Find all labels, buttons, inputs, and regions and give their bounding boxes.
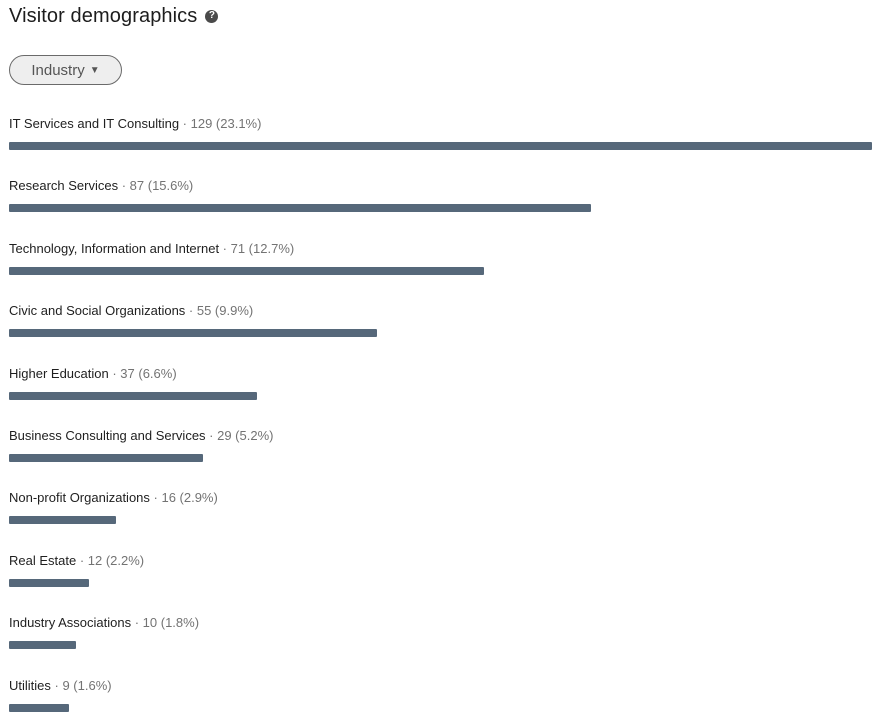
industry-row: Research Services · 87 (15.6%) xyxy=(9,178,872,218)
industry-row: Technology, Information and Internet · 7… xyxy=(9,241,872,281)
page-title: Visitor demographics xyxy=(9,4,198,27)
caret-down-icon: ▼ xyxy=(89,64,100,76)
industry-count: · 129 (23.1%) xyxy=(179,116,262,131)
industry-name: Research Services xyxy=(9,178,119,194)
industry-bar xyxy=(9,454,203,462)
industry-bar xyxy=(9,329,377,338)
industry-count: · 37 (6.6%) xyxy=(108,365,177,381)
industry-count: · 16 (2.9%) xyxy=(149,490,218,506)
industry-name: Business Consulting and Services xyxy=(9,428,206,443)
industry-row: Non-profit Organizations · 16 (2.9%) xyxy=(9,490,872,530)
industry-count: · 9 (1.6%) xyxy=(50,677,112,693)
industry-row-label: Non-profit Organizations · 16 (2.9%) xyxy=(9,490,218,505)
industry-row-label: Business Consulting and Services · 29 (5… xyxy=(9,428,273,443)
industry-count: · 29 (5.2%) xyxy=(205,428,274,443)
industry-row: Industry Associations · 10 (1.8%) xyxy=(9,615,872,655)
industry-count: · 55 (9.9%) xyxy=(185,303,254,319)
industry-count: · 10 (1.8%) xyxy=(131,615,200,631)
industry-bar xyxy=(9,703,69,712)
industry-row: Business Consulting and Services · 29 (5… xyxy=(9,428,872,468)
industry-row: Real Estate · 12 (2.2%) xyxy=(9,553,872,593)
industry-row-label: Research Services · 87 (15.6%) xyxy=(9,178,193,193)
industry-bar xyxy=(9,516,116,525)
industry-name: Technology, Information and Internet xyxy=(9,240,220,256)
industry-name: Non-profit Organizations xyxy=(9,490,150,506)
industry-bar xyxy=(9,142,872,150)
filter-label: Industry xyxy=(31,61,85,79)
industry-row-label: Utilities · 9 (1.6%) xyxy=(9,678,112,693)
industry-name: Higher Education xyxy=(9,365,109,381)
industry-row-label: Technology, Information and Internet · 7… xyxy=(9,241,294,256)
industry-bar xyxy=(9,391,257,400)
industry-name: Utilities xyxy=(9,677,51,693)
industry-bar xyxy=(9,266,484,275)
industry-name: Real Estate xyxy=(9,552,77,568)
industry-name: Industry Associations xyxy=(9,615,132,631)
section-header: Visitor demographics ? xyxy=(9,3,219,29)
industry-bar xyxy=(9,204,591,213)
industry-bar xyxy=(9,641,76,650)
industry-count: · 71 (12.7%) xyxy=(219,240,295,256)
industry-row: Higher Education · 37 (6.6%) xyxy=(9,366,872,406)
industry-filter-dropdown[interactable]: Industry ▼ xyxy=(9,55,122,85)
industry-name: Civic and Social Organizations xyxy=(9,303,186,319)
industry-row-label: Real Estate · 12 (2.2%) xyxy=(9,553,144,568)
industry-row-label: Civic and Social Organizations · 55 (9.9… xyxy=(9,303,253,318)
industry-count: · 87 (15.6%) xyxy=(118,178,194,194)
industry-bar xyxy=(9,578,89,587)
industry-count: · 12 (2.2%) xyxy=(76,552,145,568)
industry-row-label: IT Services and IT Consulting · 129 (23.… xyxy=(9,116,261,131)
industry-row: IT Services and IT Consulting · 129 (23.… xyxy=(9,116,872,156)
industry-row-label: Industry Associations · 10 (1.8%) xyxy=(9,615,199,630)
industry-row: Civic and Social Organizations · 55 (9.9… xyxy=(9,303,872,343)
industry-name: IT Services and IT Consulting xyxy=(9,116,180,131)
question-circle-icon[interactable]: ? xyxy=(205,9,219,23)
industry-row-label: Higher Education · 37 (6.6%) xyxy=(9,366,177,381)
industry-row: Utilities · 9 (1.6%) xyxy=(9,678,872,718)
